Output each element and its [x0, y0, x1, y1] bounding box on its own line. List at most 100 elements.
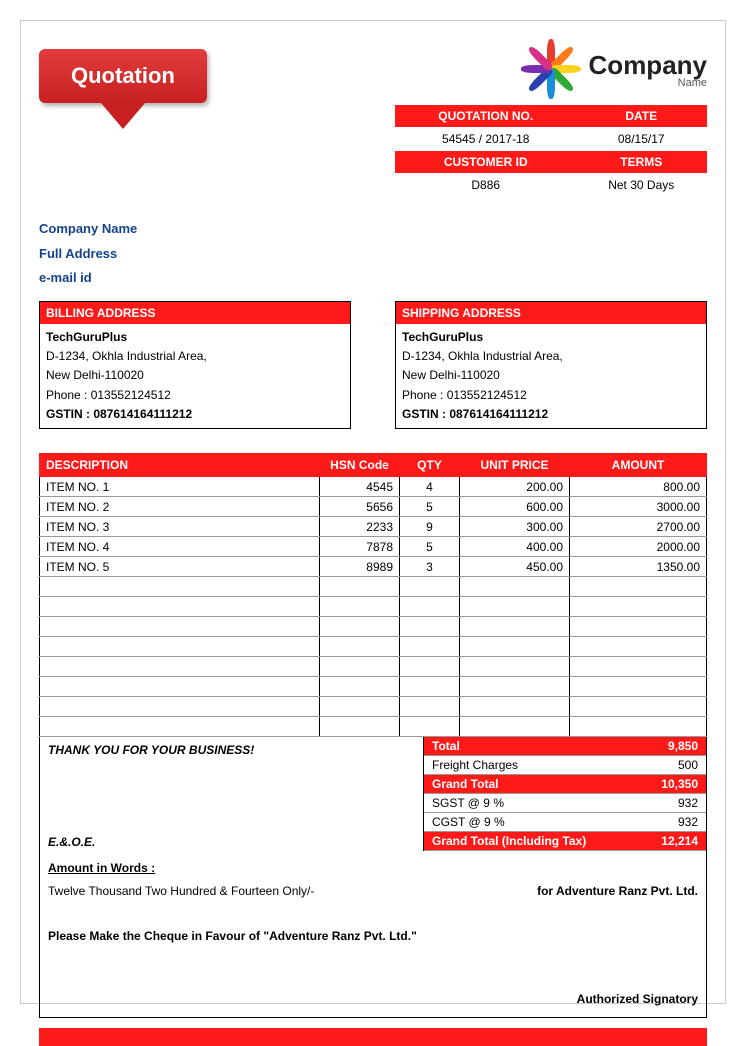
th-price: UNIT PRICE — [460, 454, 570, 477]
shipping-line1: D-1234, Okhla Industrial Area, — [402, 349, 563, 363]
cell-amt: 800.00 — [570, 477, 707, 497]
total-label: Grand Total (Including Tax) — [432, 834, 586, 848]
shipping-phone: Phone : 013552124512 — [402, 388, 527, 402]
total-row: Freight Charges 500 — [424, 756, 706, 775]
total-row: SGST @ 9 % 932 — [424, 794, 706, 813]
bottom-red-bar — [39, 1028, 707, 1046]
billing-name: TechGuruPlus — [46, 330, 127, 344]
total-label: SGST @ 9 % — [432, 796, 504, 810]
for-company: for Adventure Ranz Pvt. Ltd. — [537, 880, 698, 903]
table-row-blank: . — [40, 657, 707, 677]
total-value: 12,214 — [661, 834, 698, 848]
meta-table: QUOTATION NO.DATE 54545 / 2017-1808/15/1… — [395, 105, 707, 197]
cell-desc: ITEM NO. 2 — [40, 497, 320, 517]
company-logo: Company Name — [395, 39, 707, 99]
total-label: CGST @ 9 % — [432, 815, 505, 829]
shipping-body: TechGuruPlus D-1234, Okhla Industrial Ar… — [396, 324, 706, 428]
table-row-blank: . — [40, 677, 707, 697]
total-value: 932 — [678, 796, 698, 810]
company-info: Company Name Full Address e-mail id — [39, 217, 707, 291]
table-row-blank: . — [40, 717, 707, 737]
quotation-page: Quotation Company Name QUOTATION NO.DATE… — [20, 20, 726, 1004]
company-address: Full Address — [39, 242, 707, 267]
cell-amt: 2700.00 — [570, 517, 707, 537]
table-row-blank: . — [40, 617, 707, 637]
cell-desc: ITEM NO. 4 — [40, 537, 320, 557]
th-amt: AMOUNT — [570, 454, 707, 477]
table-row: ITEM NO. 1 4545 4 200.00 800.00 — [40, 477, 707, 497]
header-row: Quotation Company Name QUOTATION NO.DATE… — [39, 39, 707, 197]
total-value: 500 — [678, 758, 698, 772]
bottom-wrap: THANK YOU FOR YOUR BUSINESS! E.&.O.E. To… — [39, 737, 707, 851]
table-row: ITEM NO. 4 7878 5 400.00 2000.00 — [40, 537, 707, 557]
cell-desc: ITEM NO. 3 — [40, 517, 320, 537]
thanks-text: THANK YOU FOR YOUR BUSINESS! — [48, 743, 254, 757]
billing-line2: New Delhi-110020 — [46, 368, 144, 382]
eoe: E.&.O.E. — [48, 835, 95, 849]
cheque-line: Please Make the Cheque in Favour of "Adv… — [48, 929, 417, 943]
billing-title: BILLING ADDRESS — [40, 302, 350, 324]
logo-meta-col: Company Name QUOTATION NO.DATE 54545 / 2… — [395, 39, 707, 197]
shipping-line2: New Delhi-110020 — [402, 368, 500, 382]
cell-amt: 2000.00 — [570, 537, 707, 557]
company-logo-text: Company Name — [589, 50, 707, 89]
cell-hsn: 7878 — [320, 537, 400, 557]
table-row-blank: . — [40, 697, 707, 717]
billing-body: TechGuruPlus D-1234, Okhla Industrial Ar… — [40, 324, 350, 428]
total-label: Freight Charges — [432, 758, 518, 772]
billing-box: BILLING ADDRESS TechGuruPlus D-1234, Okh… — [39, 301, 351, 429]
meta-h-quotation: QUOTATION NO. — [396, 106, 576, 127]
th-desc: DESCRIPTION — [40, 454, 320, 477]
table-row-blank: . — [40, 577, 707, 597]
total-value: 932 — [678, 815, 698, 829]
cell-price: 200.00 — [460, 477, 570, 497]
shipping-gstin: GSTIN : 087614164111212 — [402, 407, 548, 421]
cell-qty: 4 — [400, 477, 460, 497]
cell-qty: 3 — [400, 557, 460, 577]
company-word: Company — [589, 50, 707, 80]
meta-h-customer: CUSTOMER ID — [396, 152, 576, 173]
cell-price: 450.00 — [460, 557, 570, 577]
cell-amt: 1350.00 — [570, 557, 707, 577]
cell-desc: ITEM NO. 5 — [40, 557, 320, 577]
total-row: Grand Total (Including Tax) 12,214 — [424, 832, 706, 851]
billing-line1: D-1234, Okhla Industrial Area, — [46, 349, 207, 363]
amount-words: Twelve Thousand Two Hundred & Fourteen O… — [48, 880, 314, 903]
total-label: Total — [432, 739, 460, 753]
table-row: ITEM NO. 3 2233 9 300.00 2700.00 — [40, 517, 707, 537]
footer-block: Amount in Words : Twelve Thousand Two Hu… — [39, 851, 707, 1018]
cell-price: 300.00 — [460, 517, 570, 537]
total-row: Total 9,850 — [424, 737, 706, 756]
meta-h-date: DATE — [576, 106, 707, 127]
th-hsn: HSN Code — [320, 454, 400, 477]
total-label: Grand Total — [432, 777, 498, 791]
billing-phone: Phone : 013552124512 — [46, 388, 171, 402]
cell-qty: 5 — [400, 497, 460, 517]
signatory: Authorized Signatory — [48, 988, 698, 1011]
shipping-name: TechGuruPlus — [402, 330, 483, 344]
company-email: e-mail id — [39, 266, 707, 291]
total-value: 9,850 — [668, 739, 698, 753]
table-row-blank: . — [40, 637, 707, 657]
cell-price: 600.00 — [460, 497, 570, 517]
meta-v-date: 08/15/17 — [576, 127, 707, 152]
meta-v-quotation: 54545 / 2017-18 — [396, 127, 576, 152]
cell-hsn: 4545 — [320, 477, 400, 497]
cell-hsn: 2233 — [320, 517, 400, 537]
thanks-block: THANK YOU FOR YOUR BUSINESS! E.&.O.E. — [40, 737, 423, 851]
meta-v-terms: Net 30 Days — [576, 173, 707, 198]
shipping-box: SHIPPING ADDRESS TechGuruPlus D-1234, Ok… — [395, 301, 707, 429]
cell-desc: ITEM NO. 1 — [40, 477, 320, 497]
quotation-badge: Quotation — [39, 49, 207, 103]
th-qty: QTY — [400, 454, 460, 477]
meta-v-customer: D886 — [396, 173, 576, 198]
total-value: 10,350 — [661, 777, 698, 791]
company-name: Company Name — [39, 217, 707, 242]
shipping-title: SHIPPING ADDRESS — [396, 302, 706, 324]
star-icon — [521, 39, 581, 99]
address-row: BILLING ADDRESS TechGuruPlus D-1234, Okh… — [39, 301, 707, 429]
total-row: Grand Total 10,350 — [424, 775, 706, 794]
total-row: CGST @ 9 % 932 — [424, 813, 706, 832]
cell-hsn: 8989 — [320, 557, 400, 577]
meta-h-terms: TERMS — [576, 152, 707, 173]
